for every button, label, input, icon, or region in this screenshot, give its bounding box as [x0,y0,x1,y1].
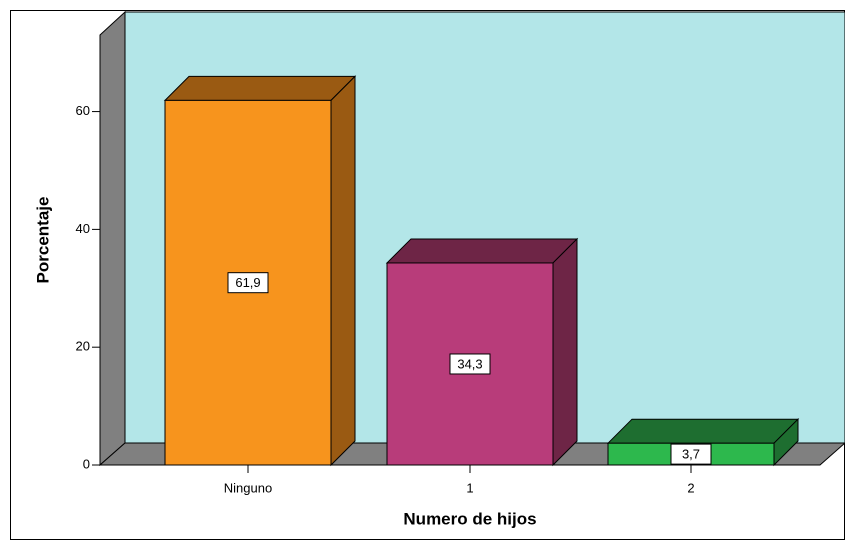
x-tick-label: Ninguno [224,480,272,495]
x-tick-label: 2 [687,480,694,495]
bar-top [606,418,800,444]
bar-top [163,75,357,101]
bar-top [385,238,579,264]
value-label: 61,9 [235,275,260,290]
y-tick-label: 40 [76,221,90,236]
left-wall [99,10,126,467]
y-tick-label: 20 [76,339,90,354]
y-axis-title: Porcentaje [33,197,52,284]
value-label-box [449,353,491,375]
value-label-box [227,272,269,294]
x-tick-label: 1 [466,480,473,495]
value-label-box [670,443,712,465]
y-tick-label: 60 [76,103,90,118]
x-axis-title: Numero de hijos [403,509,536,528]
bar-side [330,75,356,467]
value-label: 3,7 [682,447,700,462]
y-tick-label: 0 [83,456,90,471]
value-label: 34,3 [457,356,482,371]
bar-side [552,237,578,467]
